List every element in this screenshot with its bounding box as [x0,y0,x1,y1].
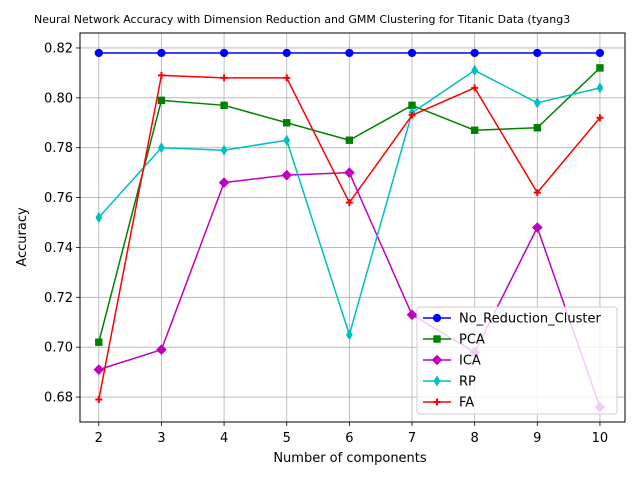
x-tick-label: 2 [95,431,103,446]
data-point-no-reduction-cluster [470,48,479,58]
data-point-ica [344,167,355,178]
data-point-ica [156,344,167,355]
y-tick-label: 0.80 [44,91,73,106]
legend-item-rp: RP [423,375,476,390]
y-axis: 0.68 0.70 0.72 0.74 0.76 0.78 0.80 0.82 [44,41,80,406]
series-fa [95,71,604,404]
data-point-rp [95,211,103,224]
data-point-no-reduction-cluster [219,48,229,58]
legend-label: FA [459,396,474,411]
data-point-rp [471,64,479,76]
series-ica [93,167,606,413]
data-point-fa [471,84,479,92]
y-tick-label: 0.70 [44,341,73,356]
data-point-pca [283,119,291,127]
x-tick-label: 9 [533,431,541,446]
legend-marker [433,398,441,406]
data-point-fa [283,74,291,82]
plot-frame [79,32,626,423]
y-tick-label: 0.68 [44,391,73,406]
data-point-no-reduction-cluster [157,48,166,58]
data-point-no-reduction-cluster [94,48,103,58]
data-point-ica [93,364,105,375]
x-tick-label: 5 [283,431,291,446]
legend-item-pca: PCA [423,333,485,348]
data-point-rp [283,134,291,146]
legend: No_Reduction_Cluster PCA ICA RP FA [416,306,618,415]
data-point-no-reduction-cluster [282,48,291,58]
data-point-fa [345,199,353,207]
data-point-pca [533,124,541,132]
legend-label: PCA [459,333,485,348]
x-tick-label: 4 [220,431,228,446]
series-no-reduction-cluster [94,48,605,58]
legend-marker [433,335,441,343]
data-point-rp [345,329,353,341]
series-pca [95,64,604,346]
data-point-fa [596,114,604,122]
data-point-pca [470,126,479,134]
legend-label: RP [459,375,476,390]
data-point-no-reduction-cluster [533,48,542,58]
legend-marker [432,313,442,323]
y-tick-label: 0.72 [44,291,73,306]
data-point-rp [158,142,165,154]
series-rp [95,64,604,341]
data-point-fa [220,74,228,82]
y-tick-label: 0.74 [44,241,73,256]
data-point-pca [220,101,228,110]
data-point-pca [596,64,604,72]
data-point-rp [220,144,228,156]
data-point-ica [531,222,543,233]
x-tick-label: 3 [157,431,165,446]
chart-title: Neural Network Accuracy with Dimension R… [34,13,570,26]
data-point-fa [95,396,103,404]
legend-label: No_Reduction_Cluster [459,312,601,327]
legend-box [416,306,618,415]
y-tick-label: 0.76 [44,191,73,206]
data-point-pca [345,136,354,144]
data-point-fa [157,71,165,79]
y-tick-label: 0.78 [44,141,73,156]
legend-label: ICA [459,354,481,369]
data-point-ica [218,177,230,188]
data-point-no-reduction-cluster [595,48,605,58]
x-axis-label: Number of components [273,451,427,466]
legend-marker [433,375,441,387]
data-point-ica [406,309,418,321]
x-tick-label: 6 [345,431,353,446]
x-tick-label: 10 [592,431,609,446]
data-point-no-reduction-cluster [345,48,354,58]
data-point-rp [533,97,541,109]
legend-item-ica: ICA [423,354,481,369]
data-point-pca [157,96,166,105]
data-point-ica [281,169,293,181]
y-axis-label: Accuracy [15,207,30,267]
x-tick-label: 7 [408,431,416,446]
legend-item-fa: FA [423,396,474,411]
data-point-fa [408,111,416,119]
y-tick-label: 0.82 [44,41,73,56]
data-point-rp [596,82,604,94]
series-layer [93,48,606,413]
data-point-no-reduction-cluster [407,48,417,58]
legend-marker [431,354,443,366]
x-tick-label: 8 [471,431,479,446]
data-point-pca [95,338,103,346]
legend-item-no-reduction-cluster: No_Reduction_Cluster [423,312,601,327]
x-axis: 2 3 4 5 6 7 8 9 10 [95,422,609,446]
data-point-fa [533,189,541,197]
